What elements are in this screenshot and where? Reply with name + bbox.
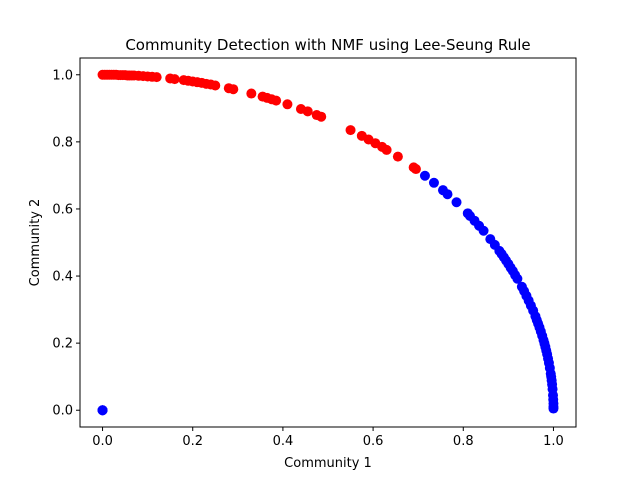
scatter-point — [419, 170, 430, 181]
scatter-point — [345, 125, 356, 136]
scatter-point — [151, 72, 162, 83]
scatter-point — [97, 405, 108, 416]
scatter-series-2 — [97, 170, 559, 416]
scatter-point — [478, 225, 489, 236]
y-tick-label: 0.2 — [52, 337, 73, 352]
y-axis-label: Community 2 — [28, 199, 43, 287]
scatter-series-1 — [97, 69, 421, 175]
scatter-point — [410, 164, 421, 175]
scatter-point — [512, 273, 523, 284]
y-tick-label: 1.0 — [52, 68, 73, 83]
scatter-point — [442, 189, 453, 200]
x-tick-label: 1.0 — [543, 434, 564, 449]
x-axis-label: Community 1 — [284, 456, 372, 471]
x-tick-label: 0.6 — [363, 434, 384, 449]
y-tick-label: 0.4 — [52, 270, 73, 285]
scatter-point — [169, 74, 180, 85]
x-tick-label: 0.4 — [273, 434, 294, 449]
scatter-point — [548, 403, 559, 414]
chart-title: Community Detection with NMF using Lee-S… — [125, 36, 530, 54]
scatter-point — [302, 106, 313, 117]
scatter-point — [210, 80, 221, 91]
x-tick-label: 0.8 — [453, 434, 474, 449]
x-tick-label: 0.0 — [92, 434, 113, 449]
scatter-point — [282, 99, 293, 110]
x-axis-ticks: 0.0 0.2 0.4 0.6 0.8 1.0 — [92, 427, 564, 449]
y-axis-ticks: 0.0 0.2 0.4 0.6 0.8 1.0 — [52, 68, 80, 419]
scatter-point — [381, 144, 392, 155]
scatter-point — [246, 88, 257, 99]
scatter-point — [451, 197, 462, 208]
x-tick-label: 0.2 — [182, 434, 203, 449]
scatter-point — [271, 95, 282, 106]
points-layer — [97, 69, 559, 416]
y-tick-label: 0.0 — [52, 404, 73, 419]
y-tick-label: 0.6 — [52, 202, 73, 217]
scatter-point — [316, 111, 327, 122]
scatter-point — [428, 177, 439, 188]
scatter-point — [392, 151, 403, 162]
y-tick-label: 0.8 — [52, 135, 73, 150]
scatter-point — [228, 84, 239, 95]
axes-frame — [79, 57, 577, 428]
